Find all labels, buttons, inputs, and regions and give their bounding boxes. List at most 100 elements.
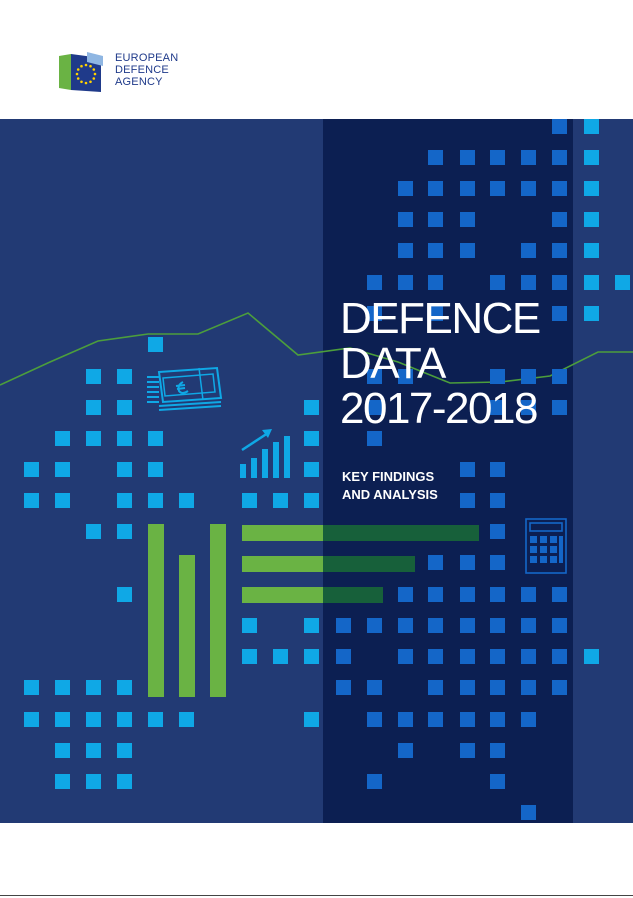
pixel-square bbox=[148, 462, 163, 477]
header: EUROPEAN DEFENCE AGENCY bbox=[0, 0, 633, 119]
pixel-square bbox=[521, 275, 536, 290]
pixel-square bbox=[521, 618, 536, 633]
pixel-square bbox=[584, 119, 599, 134]
pixel-square bbox=[148, 712, 163, 727]
subtitle-line: AND ANALYSIS bbox=[342, 487, 438, 502]
pixel-square bbox=[86, 774, 101, 789]
pixel-square bbox=[117, 524, 132, 539]
pixel-square bbox=[552, 150, 567, 165]
pixel-square bbox=[615, 275, 630, 290]
pixel-square bbox=[179, 493, 194, 508]
pixel-square bbox=[490, 275, 505, 290]
pixel-squares bbox=[24, 119, 630, 820]
logo-line: DEFENCE bbox=[115, 64, 169, 76]
pixel-square bbox=[55, 774, 70, 789]
pixel-square bbox=[521, 680, 536, 695]
pixel-square bbox=[367, 400, 382, 415]
pixel-square bbox=[460, 649, 475, 664]
pixel-square bbox=[584, 243, 599, 258]
pixel-square bbox=[428, 712, 443, 727]
pixel-square bbox=[428, 306, 443, 321]
pixel-square bbox=[398, 649, 413, 664]
pixel-square bbox=[117, 462, 132, 477]
pixel-square bbox=[273, 649, 288, 664]
pixel-square bbox=[490, 493, 505, 508]
pixel-square bbox=[521, 712, 536, 727]
pixel-square bbox=[490, 743, 505, 758]
pixel-square bbox=[304, 493, 319, 508]
pixel-square bbox=[367, 712, 382, 727]
pixel-square bbox=[490, 555, 505, 570]
pixel-square bbox=[521, 587, 536, 602]
pixel-square bbox=[336, 680, 351, 695]
pixel-square bbox=[490, 587, 505, 602]
pixel-square bbox=[490, 680, 505, 695]
pixel-square bbox=[24, 462, 39, 477]
horizontal-bar bbox=[323, 556, 415, 572]
pixel-square bbox=[117, 743, 132, 758]
pixel-square bbox=[117, 369, 132, 384]
pixel-square bbox=[336, 618, 351, 633]
pixel-square bbox=[398, 369, 413, 384]
pixel-square bbox=[552, 618, 567, 633]
logo-line: EUROPEAN bbox=[115, 52, 179, 64]
pixel-square bbox=[521, 369, 536, 384]
pixel-square bbox=[552, 649, 567, 664]
pixel-square bbox=[55, 462, 70, 477]
pixel-square bbox=[336, 649, 351, 664]
pixel-square bbox=[490, 369, 505, 384]
pixel-square bbox=[398, 275, 413, 290]
cover-artwork: DEFENCE DATA 2017-2018 KEY FINDINGS AND … bbox=[0, 119, 633, 823]
cover-title: DEFENCE DATA 2017-2018 bbox=[340, 296, 600, 431]
trend-line bbox=[0, 312, 633, 386]
pixel-square bbox=[490, 524, 505, 539]
calculator-icon bbox=[525, 518, 567, 574]
pixel-square bbox=[584, 306, 599, 321]
pixel-square bbox=[86, 524, 101, 539]
horizontal-bar bbox=[242, 556, 323, 572]
pixel-square bbox=[304, 712, 319, 727]
pixel-square bbox=[460, 493, 475, 508]
pixel-square bbox=[242, 649, 257, 664]
pixel-square bbox=[521, 400, 536, 415]
pixel-square bbox=[584, 649, 599, 664]
pixel-square bbox=[148, 337, 163, 352]
pixel-square bbox=[117, 587, 132, 602]
pixel-square bbox=[490, 774, 505, 789]
pixel-square bbox=[521, 243, 536, 258]
pixel-square bbox=[148, 493, 163, 508]
pixel-square bbox=[117, 774, 132, 789]
pixel-square bbox=[242, 618, 257, 633]
green-bar bbox=[148, 524, 164, 697]
pixel-square bbox=[55, 680, 70, 695]
pixel-square bbox=[490, 649, 505, 664]
pixel-square bbox=[428, 618, 443, 633]
pixel-square bbox=[552, 119, 567, 134]
pixel-square bbox=[428, 680, 443, 695]
pixel-square bbox=[304, 618, 319, 633]
horizontal-bar bbox=[242, 587, 323, 603]
cover-graphics bbox=[0, 119, 633, 820]
pixel-square bbox=[117, 712, 132, 727]
pixel-square bbox=[398, 181, 413, 196]
title-line: DATA bbox=[340, 339, 446, 388]
pixel-square bbox=[304, 400, 319, 415]
footer-rule bbox=[0, 895, 633, 896]
pixel-square bbox=[24, 712, 39, 727]
pixel-square bbox=[367, 306, 382, 321]
pixel-square bbox=[55, 743, 70, 758]
pixel-square bbox=[490, 712, 505, 727]
pixel-square bbox=[117, 431, 132, 446]
pixel-square bbox=[117, 400, 132, 415]
growth-chart-icon bbox=[240, 429, 290, 478]
pixel-square bbox=[367, 680, 382, 695]
pixel-square bbox=[490, 618, 505, 633]
pixel-square bbox=[55, 431, 70, 446]
eu-flag-icon bbox=[59, 52, 103, 92]
pixel-square bbox=[398, 587, 413, 602]
pixel-square bbox=[490, 400, 505, 415]
pixel-square bbox=[428, 275, 443, 290]
pixel-square bbox=[460, 150, 475, 165]
pixel-square bbox=[460, 743, 475, 758]
pixel-square bbox=[304, 431, 319, 446]
